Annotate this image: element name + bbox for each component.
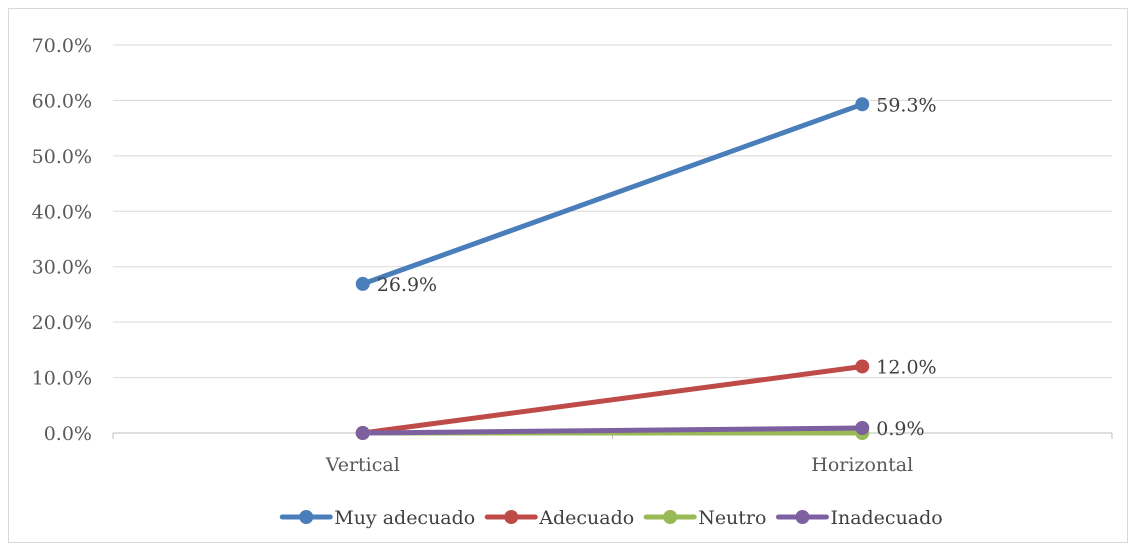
- series-line-1: [360, 363, 865, 436]
- x-tick-label: Horizontal: [811, 454, 913, 476]
- x-tick-label: Vertical: [325, 454, 400, 476]
- data-point: [355, 276, 370, 291]
- data-point: [355, 426, 370, 440]
- y-tick-label: 10.0%: [32, 368, 92, 390]
- y-tick-label: 60.0%: [32, 90, 92, 112]
- data-point: [855, 97, 870, 112]
- legend-swatch-marker: [299, 510, 314, 524]
- y-tick-label: 40.0%: [32, 201, 92, 223]
- data-label: 26.9%: [377, 274, 437, 296]
- data-label: 12.0%: [876, 356, 936, 378]
- chart-frame: [8, 8, 1128, 543]
- data-point: [855, 359, 870, 374]
- series-line-0: [360, 101, 865, 287]
- legend-label: Neutro: [698, 507, 766, 529]
- data-label: 0.9%: [876, 418, 924, 440]
- data-label: 59.3%: [876, 94, 936, 116]
- y-tick-label: 0.0%: [44, 423, 92, 445]
- legend-label: Adecuado: [538, 507, 634, 529]
- legend-swatch-marker: [795, 510, 810, 524]
- legend-swatch-marker: [663, 510, 678, 524]
- series-line-3: [360, 425, 865, 436]
- y-tick-label: 50.0%: [32, 146, 92, 168]
- y-tick-label: 30.0%: [32, 257, 92, 279]
- legend-swatch-marker: [504, 510, 519, 524]
- y-tick-label: 70.0%: [32, 35, 92, 57]
- data-point: [855, 421, 870, 436]
- y-tick-label: 20.0%: [32, 312, 92, 334]
- legend-label: Muy adecuado: [334, 507, 475, 529]
- legend-label: Inadecuado: [830, 507, 942, 529]
